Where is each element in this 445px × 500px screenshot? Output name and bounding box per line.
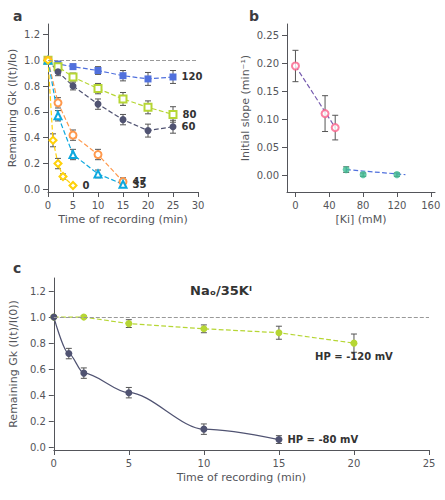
svg-text:c: c <box>13 260 21 276</box>
svg-text:b: b <box>249 8 259 24</box>
svg-text:1.0: 1.0 <box>30 312 46 323</box>
svg-text:0.05: 0.05 <box>257 142 279 153</box>
svg-text:0.0: 0.0 <box>30 442 46 453</box>
svg-text:0.10: 0.10 <box>257 114 279 125</box>
svg-text:0.15: 0.15 <box>257 86 279 97</box>
svg-text:0.20: 0.20 <box>257 58 279 69</box>
svg-text:25: 25 <box>423 458 436 469</box>
svg-text:40: 40 <box>323 200 336 211</box>
svg-text:Remaining Gk (I(t)/I(0)): Remaining Gk (I(t)/I(0)) <box>7 300 20 428</box>
svg-text:0.0: 0.0 <box>24 184 40 195</box>
svg-text:1.2: 1.2 <box>30 286 46 297</box>
svg-text:0.4: 0.4 <box>30 390 46 401</box>
svg-text:30: 30 <box>192 200 205 211</box>
svg-text:Remaining Gk (I(t)/Io): Remaining Gk (I(t)/Io) <box>6 49 19 168</box>
svg-text:0.2: 0.2 <box>24 158 40 169</box>
svg-text:Naₒ/35Kᴵ: Naₒ/35Kᴵ <box>190 283 252 298</box>
svg-text:HP = -120 mV: HP = -120 mV <box>315 351 393 362</box>
svg-text:0.6: 0.6 <box>30 364 46 375</box>
svg-text:0: 0 <box>292 200 298 211</box>
svg-text:0: 0 <box>45 200 51 211</box>
svg-text:0: 0 <box>83 180 90 191</box>
svg-text:80: 80 <box>183 109 197 120</box>
svg-text:20: 20 <box>348 458 361 469</box>
svg-text:0.2: 0.2 <box>30 416 46 427</box>
svg-text:10: 10 <box>198 458 211 469</box>
svg-text:15: 15 <box>273 458 286 469</box>
svg-text:10: 10 <box>92 200 105 211</box>
svg-text:160: 160 <box>421 200 440 211</box>
svg-text:Time of recording (min): Time of recording (min) <box>176 471 307 484</box>
svg-text:1.2: 1.2 <box>24 29 40 40</box>
svg-text:20: 20 <box>142 200 155 211</box>
svg-text:5: 5 <box>70 200 76 211</box>
svg-text:a: a <box>13 8 22 24</box>
svg-text:120: 120 <box>387 200 406 211</box>
svg-text:0.6: 0.6 <box>24 106 40 117</box>
svg-text:[Ki] (mM): [Ki] (mM) <box>335 213 386 226</box>
svg-text:1.0: 1.0 <box>24 55 40 66</box>
svg-text:HP = -80 mV: HP = -80 mV <box>287 434 358 445</box>
svg-text:0: 0 <box>51 458 57 469</box>
svg-text:35: 35 <box>133 179 147 190</box>
svg-text:0.00: 0.00 <box>257 170 279 181</box>
svg-text:80: 80 <box>357 200 370 211</box>
svg-text:Initial slope (min⁻¹): Initial slope (min⁻¹) <box>239 55 252 161</box>
svg-text:15: 15 <box>117 200 130 211</box>
svg-text:60: 60 <box>182 121 196 132</box>
svg-text:25: 25 <box>167 200 180 211</box>
svg-text:0.4: 0.4 <box>24 132 40 143</box>
svg-text:120: 120 <box>182 71 203 82</box>
svg-text:Time of recording (min): Time of recording (min) <box>57 213 188 226</box>
svg-text:0.25: 0.25 <box>257 30 279 41</box>
svg-text:0.8: 0.8 <box>24 81 40 92</box>
svg-text:5: 5 <box>126 458 132 469</box>
svg-text:0.8: 0.8 <box>30 338 46 349</box>
